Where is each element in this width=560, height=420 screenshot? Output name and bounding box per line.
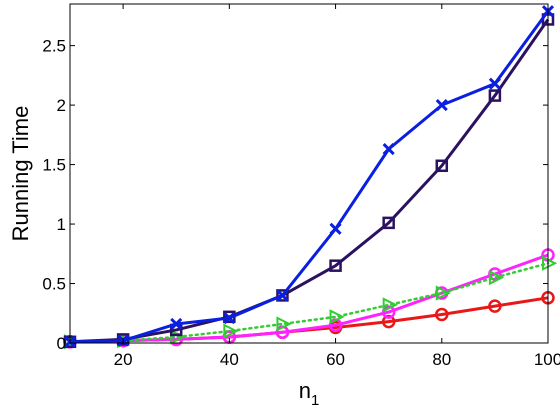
series-2-point — [382, 216, 395, 230]
series-layer — [63, 5, 558, 350]
series-3-point — [329, 309, 345, 325]
series-1 — [63, 5, 555, 348]
series-1-point — [435, 99, 448, 112]
x-tick-label: 100 — [534, 350, 560, 369]
series-1-point — [382, 143, 395, 156]
series-1-point — [329, 222, 342, 235]
series-3-point — [435, 285, 452, 301]
x-axis-label: n1 — [299, 378, 320, 409]
series-5-point — [381, 314, 396, 329]
series-2-line — [69, 18, 550, 344]
series-2-point — [435, 159, 449, 173]
y-axis-label: Running Time — [8, 106, 33, 242]
plot-frame — [69, 3, 549, 344]
series-3-point — [223, 323, 239, 339]
series-2 — [63, 13, 555, 349]
series-1-point — [223, 311, 236, 325]
x-tick-label: 80 — [432, 350, 451, 369]
x-tick-label: 20 — [114, 350, 133, 369]
series-3-point — [382, 297, 398, 313]
y-tick-label: 0 — [57, 334, 66, 353]
series-4-line — [69, 253, 549, 344]
x-axis-label-main: n — [299, 378, 311, 403]
series-5-point — [435, 307, 449, 322]
series-1-line — [69, 10, 550, 344]
y-tick-label: 2.5 — [42, 37, 66, 56]
series-2-point — [329, 259, 342, 272]
y-tick-label: 1.5 — [42, 156, 66, 175]
y-tick-label: 1 — [57, 215, 66, 234]
series-1-point — [276, 289, 289, 302]
series-1-point — [488, 77, 501, 90]
x-tick-label: 60 — [326, 350, 345, 369]
x-axis-label-subscript: 1 — [311, 392, 319, 409]
x-tick-label: 40 — [220, 350, 239, 369]
series-3-point — [276, 316, 292, 332]
y-tick-label: 0.5 — [42, 275, 66, 294]
series-2-point — [488, 89, 502, 102]
series-3-point — [488, 269, 505, 286]
series-2-point — [276, 289, 289, 302]
series-3-point — [542, 255, 558, 271]
series-1-point — [170, 317, 183, 331]
series-5-point — [488, 299, 502, 313]
series-3-line — [68, 262, 550, 344]
tick-layer: 20 40 60 80 100 0 0.5 1 1.5 2 2.5 — [42, 4, 560, 369]
y-tick-label: 2 — [57, 96, 66, 115]
